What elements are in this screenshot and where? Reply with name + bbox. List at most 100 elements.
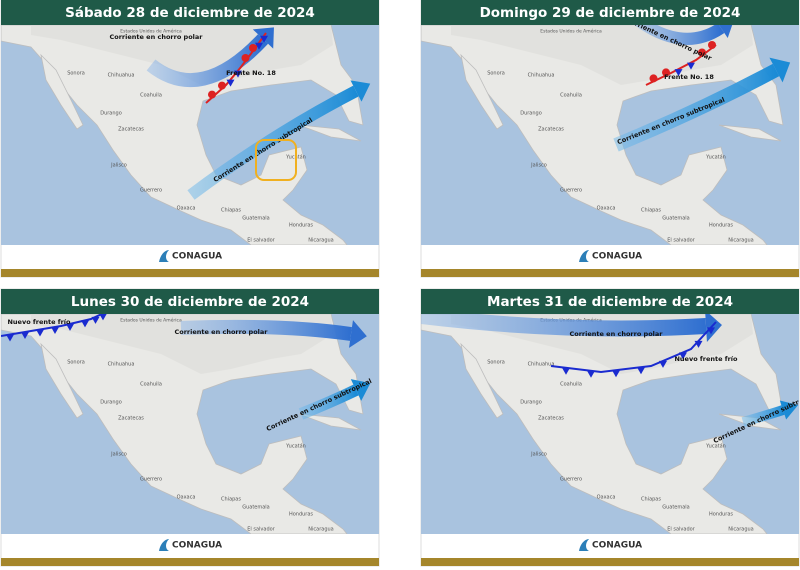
logo: CONAGUA	[159, 539, 222, 551]
panel-title: Martes 31 de diciembre de 2024	[487, 294, 733, 310]
map-label: Coahuila	[140, 93, 162, 99]
map-label: Nicaragua	[728, 527, 753, 533]
map-label: Guerrero	[140, 477, 162, 483]
map-label: Guerrero	[140, 188, 162, 194]
map-label: Chiapas	[221, 497, 241, 503]
map-label: Honduras	[709, 223, 733, 229]
map-label: Honduras	[709, 512, 733, 518]
warm-front-symbol	[649, 74, 658, 83]
front-line	[205, 32, 267, 104]
panel-header	[421, 0, 799, 25]
map-label: Nicaragua	[308, 238, 333, 244]
logo-text: CONAGUA	[172, 541, 222, 551]
jet-stream-arrow	[741, 405, 785, 427]
warm-front-symbol	[241, 54, 250, 62]
warm-front-symbol	[708, 41, 716, 49]
jet-stream-arrow	[298, 384, 359, 420]
map-label: Jalisco	[110, 452, 127, 458]
map-label: Guerrero	[560, 188, 582, 194]
map-label: Oaxaca	[597, 206, 616, 212]
map-label: Honduras	[289, 223, 313, 229]
cold-front-symbol	[587, 370, 595, 378]
map-label: El salvador	[247, 238, 275, 244]
map-label: Durango	[520, 400, 542, 406]
jet-stream-arrow	[613, 63, 780, 152]
map-label: Estados Unidos de América	[540, 28, 602, 35]
logo: CONAGUA	[579, 539, 642, 551]
panel-footer-bar	[1, 269, 379, 277]
cold-front-symbol	[51, 327, 59, 334]
forecast-panel: Lunes 30 de diciembre de 2024 Estados Uni…	[0, 288, 380, 567]
logo-text: CONAGUA	[592, 541, 642, 551]
cold-front-symbol	[694, 340, 703, 348]
map-label: Zacatecas	[118, 127, 144, 133]
panel-footer-bar	[1, 558, 379, 566]
map-label: Zacatecas	[118, 416, 144, 422]
warm-front-symbol	[249, 44, 257, 52]
panel-title: Sábado 28 de diciembre de 2024	[65, 5, 315, 21]
arrow-head	[350, 379, 371, 401]
logo: CONAGUA	[579, 250, 642, 262]
map-base	[421, 25, 799, 245]
map-label: Chihuahua	[528, 362, 555, 368]
map-label: Guatemala	[662, 216, 690, 222]
panel-header	[421, 289, 799, 314]
cold-front-symbol	[255, 42, 263, 50]
cold-front-symbol	[707, 327, 715, 335]
map-label: Durango	[520, 111, 542, 117]
panel-footer-bar	[421, 558, 799, 566]
map-label: Sonora	[67, 360, 85, 366]
map-label: Oaxaca	[177, 495, 196, 501]
annotation: Corriente en chorro polar	[109, 33, 203, 41]
map-label: Durango	[100, 111, 122, 117]
map-label: Sonora	[487, 360, 505, 366]
map-label: Yucatán	[705, 154, 726, 161]
cold-front-symbol	[226, 79, 235, 87]
map-label: Chiapas	[221, 208, 241, 214]
map-label: Coahuila	[560, 382, 582, 388]
map-label: Nicaragua	[728, 238, 753, 244]
annotation: Corriente en chorro polar	[569, 330, 663, 338]
annotation: Corriente en chorro polar	[174, 328, 268, 336]
cold-front-symbol	[679, 352, 687, 360]
logo-mark	[579, 250, 589, 262]
map-label: Chihuahua	[528, 73, 555, 79]
cold-front-symbol	[99, 314, 107, 321]
panel-header	[1, 289, 379, 314]
cold-front-symbol	[234, 70, 242, 78]
map-label: Sonora	[67, 71, 85, 77]
map-label: Nicaragua	[308, 527, 333, 533]
map-label: Jalisco	[110, 163, 127, 169]
map-label: El salvador	[247, 527, 275, 533]
jet-stream-arrow	[634, 25, 725, 45]
arrow-head	[769, 57, 791, 83]
front-line	[550, 321, 717, 374]
annotation: Nuevo frente frío	[674, 355, 738, 363]
panel-title: Domingo 29 de diciembre de 2024	[480, 5, 741, 21]
map-label: Estados Unidos de América	[120, 317, 182, 324]
forecast-panel: Domingo 29 de diciembre de 2024 Estados U…	[420, 0, 800, 278]
map-label: Estados Unidos de América	[120, 28, 182, 35]
logo-text: CONAGUA	[172, 252, 222, 262]
jet-stream-arrow	[421, 314, 707, 337]
logo-mark	[159, 250, 169, 262]
panel-header	[1, 0, 379, 25]
map-label: El salvador	[667, 527, 695, 533]
cold-front-symbol	[21, 332, 29, 339]
map-label: Coahuila	[140, 382, 162, 388]
logo: CONAGUA	[159, 250, 222, 262]
map-label: Guatemala	[242, 505, 270, 511]
front-line	[1, 314, 105, 337]
panel-title: Lunes 30 de diciembre de 2024	[71, 294, 309, 310]
map-label: Guatemala	[662, 505, 690, 511]
cold-front-symbol	[6, 334, 14, 342]
cold-front-symbol	[66, 323, 74, 331]
map-label: Oaxaca	[177, 206, 196, 212]
arrow-head	[718, 25, 733, 38]
